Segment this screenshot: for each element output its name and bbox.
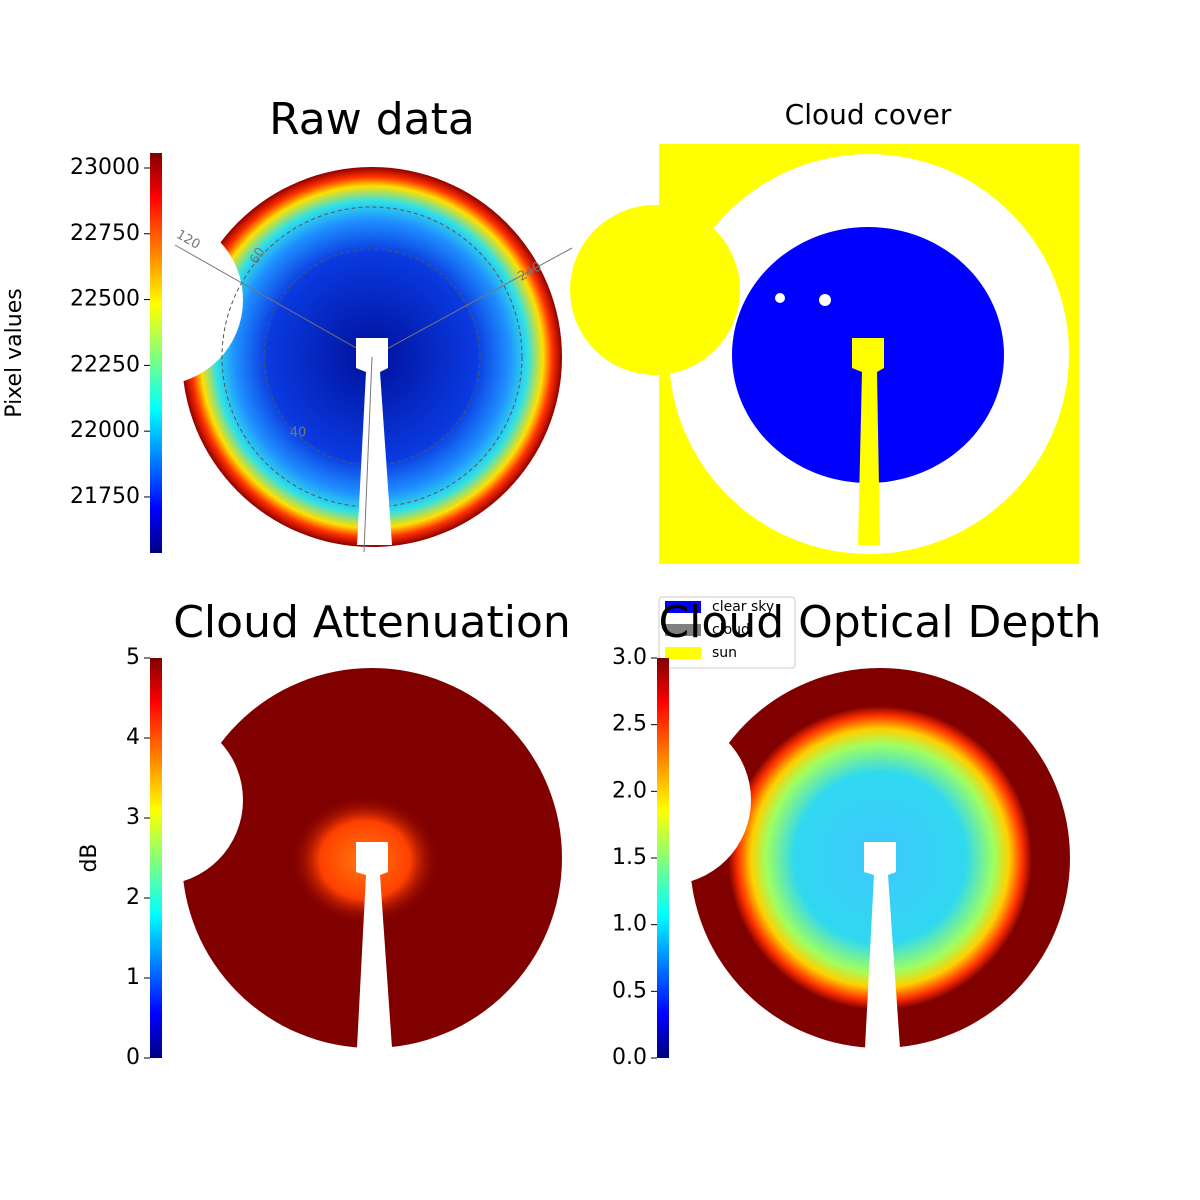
y-tick-label: 0.5 [612, 978, 647, 1003]
y-tick-label: 3 [126, 805, 140, 830]
colorbar [150, 658, 162, 1058]
attenuation-image [73, 668, 562, 1048]
legend-swatch [665, 624, 701, 636]
y-tick-label: 22250 [70, 352, 140, 377]
panel-title: Raw data [269, 94, 475, 145]
panel-title: Cloud cover [785, 98, 952, 131]
y-tick-label: 22500 [70, 287, 140, 312]
legend-label: sun [712, 645, 737, 661]
angle-annotation: 40 [290, 426, 307, 441]
y-tick-label: 3.0 [612, 645, 647, 670]
y-tick-label: 22000 [70, 418, 140, 443]
colorbar-label: dB [77, 843, 102, 872]
colorbar [657, 658, 669, 1058]
panel-title: Cloud Optical Depth [658, 597, 1101, 648]
y-tick-label: 1.0 [612, 912, 647, 937]
angle-annotation: 60 [247, 245, 268, 267]
y-tick-label: 2.5 [612, 712, 647, 737]
colorbar [150, 153, 162, 553]
y-tick-label: 23000 [70, 155, 140, 180]
y-tick-label: 2 [126, 885, 140, 910]
raw-image [73, 167, 573, 553]
y-tick-label: 2.0 [612, 778, 647, 803]
y-tick-label: 4 [126, 725, 140, 750]
y-tick-label: 1 [126, 965, 140, 990]
legend-swatch [665, 601, 701, 613]
legend-label: cloud [712, 622, 750, 638]
y-tick-label: 0 [126, 1045, 140, 1070]
panel-title: Cloud Attenuation [173, 597, 571, 648]
colorbar-label: Pixel values [2, 288, 27, 417]
legend-label: clear sky [712, 599, 774, 615]
y-tick-label: 21750 [70, 484, 140, 509]
legend-swatch [665, 647, 701, 659]
y-tick-label: 0.0 [612, 1045, 647, 1070]
cloud-cover-image [570, 144, 1079, 564]
y-tick-label: 1.5 [612, 845, 647, 870]
y-tick-label: 22750 [70, 221, 140, 246]
y-tick-label: 5 [126, 645, 140, 670]
